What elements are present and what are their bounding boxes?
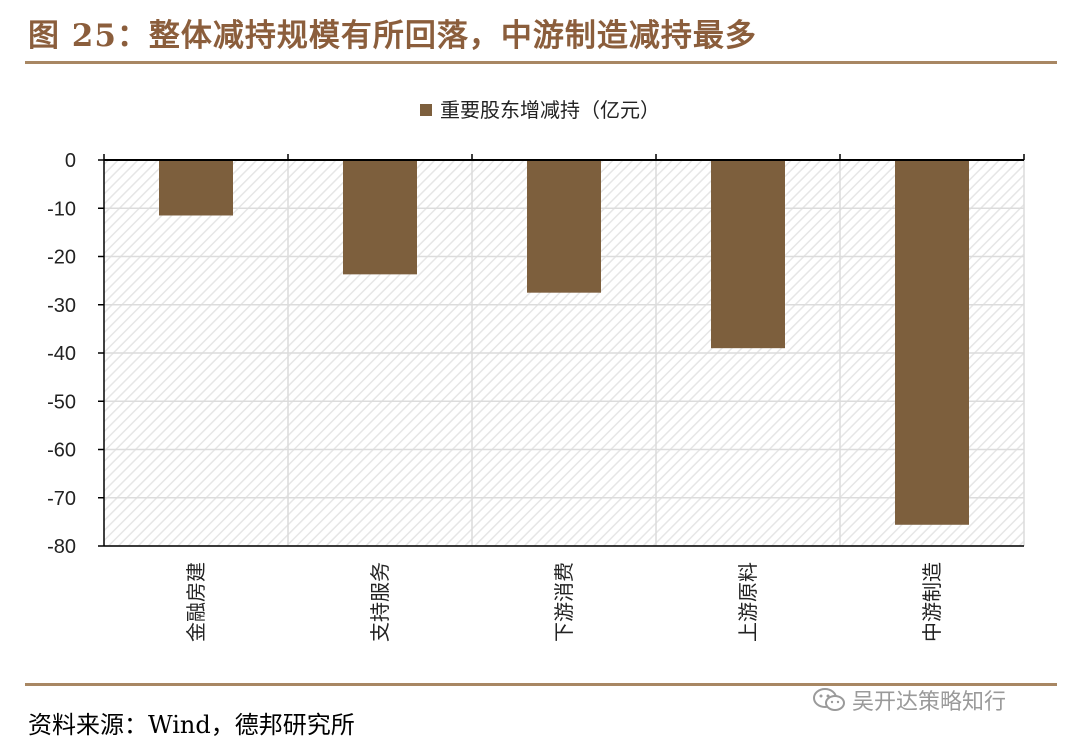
x-tick-label: 金融房建 [184, 562, 208, 642]
legend-swatch [420, 104, 432, 116]
y-tick-label: -70 [47, 488, 76, 510]
y-tick-label: -20 [47, 247, 76, 269]
figure-title: 图 25：整体减持规模有所回落，中游制造减持最多 [28, 18, 757, 54]
y-tick-label: -10 [47, 198, 76, 220]
y-tick-label: -40 [47, 343, 76, 365]
x-tick-label: 上游原料 [736, 562, 760, 642]
bar-1 [159, 160, 233, 216]
x-tick-label: 支持服务 [368, 562, 392, 642]
y-tick-label: -80 [47, 536, 76, 558]
x-tick-label: 中游制造 [920, 562, 944, 642]
bar-5 [895, 160, 969, 525]
wechat-icon [812, 687, 846, 719]
y-tick-label: -60 [47, 440, 76, 462]
bar-2 [343, 160, 417, 275]
chart-legend: 重要股东增减持（亿元） [0, 94, 1080, 123]
source-note: 资料来源：Wind，德邦研究所 [28, 711, 355, 739]
bar-chart: 0 -10 -20 -30 -40 -50 -60 -70 -80 金融房建 支持服务 下游消费 上游… [47, 150, 1025, 642]
bar-4 [711, 160, 785, 349]
top-divider [25, 61, 1057, 64]
watermark-text: 吴开达策略知行 [852, 690, 1007, 715]
y-tick-label: -30 [47, 295, 76, 317]
watermark: 吴开达策略知行 [812, 684, 1006, 719]
bottom-divider [25, 683, 1057, 686]
legend-label: 重要股东增减持（亿元） [440, 98, 660, 122]
bar-3 [527, 160, 601, 293]
y-tick-label: -50 [47, 391, 76, 413]
y-tick-label: 0 [65, 150, 76, 172]
x-tick-label: 下游消费 [552, 562, 576, 642]
